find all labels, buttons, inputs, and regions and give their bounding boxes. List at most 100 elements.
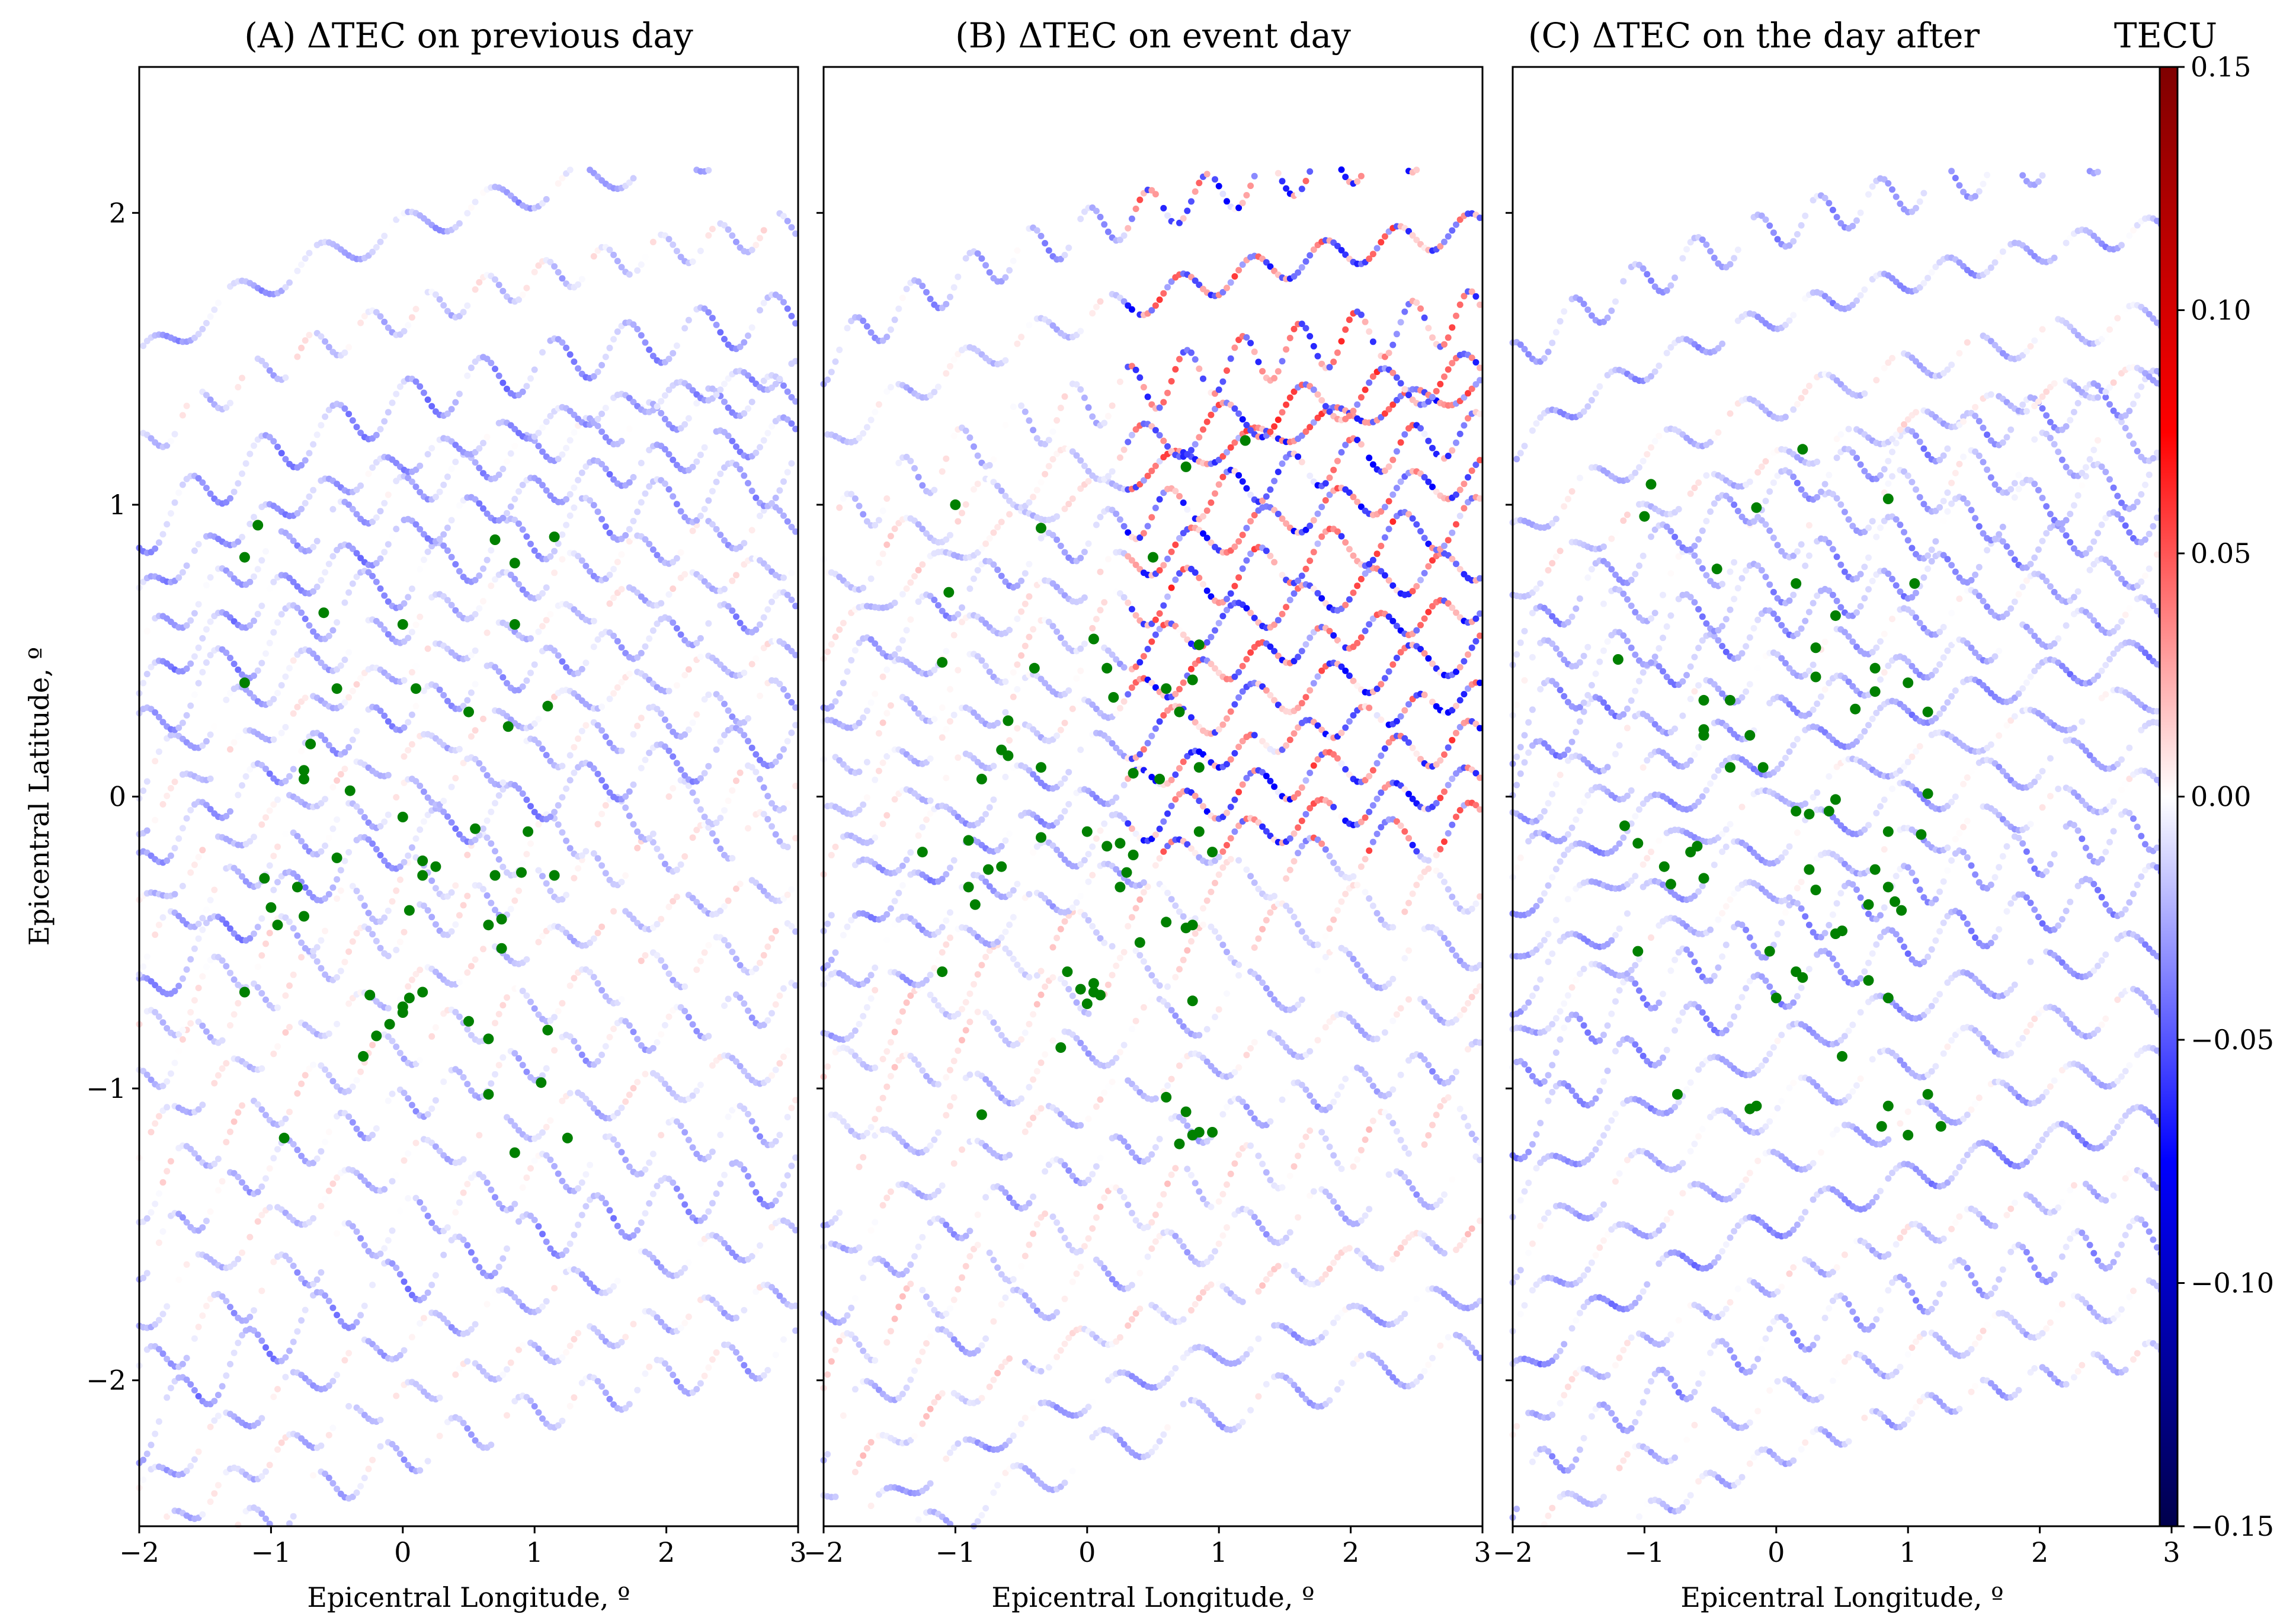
tec-dot bbox=[1259, 1161, 1266, 1167]
tec-dot bbox=[488, 360, 495, 367]
station-marker bbox=[523, 826, 534, 837]
tec-dot bbox=[670, 241, 677, 248]
tec-dot bbox=[1286, 1229, 1293, 1236]
tec-dot bbox=[203, 1028, 210, 1035]
tec-dot bbox=[725, 1113, 732, 1120]
tec-dot bbox=[511, 495, 518, 502]
tec-dot bbox=[504, 994, 510, 1001]
tec-dot bbox=[1120, 1194, 1128, 1201]
tec-dot bbox=[598, 811, 606, 818]
tec-dot bbox=[575, 476, 582, 483]
tec-dot bbox=[721, 903, 728, 910]
tec-dot bbox=[1302, 1086, 1309, 1093]
tec-dot bbox=[1164, 889, 1171, 896]
tec-dot bbox=[325, 1030, 332, 1037]
tec-dot bbox=[788, 569, 795, 576]
tec-dot bbox=[618, 438, 625, 444]
tec-dot bbox=[899, 1008, 906, 1015]
tec-dot bbox=[369, 1282, 376, 1289]
tec-dot bbox=[270, 1258, 277, 1266]
tec-dot bbox=[1093, 1214, 1100, 1221]
tec-dot bbox=[693, 711, 700, 718]
tec-dot bbox=[191, 547, 198, 554]
tec-dot bbox=[254, 1189, 261, 1196]
tec-dot bbox=[594, 855, 601, 862]
tec-dot bbox=[199, 973, 206, 980]
tec-dot bbox=[1397, 1071, 1404, 1078]
tec-dot bbox=[646, 540, 653, 547]
tec-dot bbox=[630, 518, 637, 524]
tec-dot bbox=[559, 794, 566, 801]
tec-dot bbox=[389, 399, 396, 406]
tec-dot bbox=[417, 966, 424, 973]
tec-dot bbox=[456, 1013, 463, 1020]
tec-dot bbox=[1172, 1165, 1179, 1172]
tec-dot bbox=[555, 269, 562, 276]
tec-dot bbox=[1042, 1210, 1049, 1217]
tec-dot bbox=[254, 667, 261, 674]
tec-dot bbox=[480, 1308, 486, 1315]
tec-dot bbox=[1330, 859, 1337, 866]
tec-dot bbox=[298, 261, 305, 268]
tec-dot bbox=[334, 1230, 341, 1237]
tec-dot bbox=[278, 450, 285, 457]
tec-dot bbox=[867, 1124, 875, 1130]
tec-dot bbox=[535, 1346, 542, 1352]
tec-dot bbox=[310, 486, 317, 494]
tec-dot bbox=[1445, 1334, 1452, 1341]
tec-dot bbox=[444, 547, 451, 554]
tec-dot bbox=[1109, 1078, 1116, 1085]
tec-dot bbox=[385, 907, 392, 914]
tec-dot bbox=[507, 905, 514, 912]
tec-dot bbox=[274, 879, 281, 886]
tec-dot bbox=[472, 1257, 479, 1264]
tec-dot bbox=[396, 383, 404, 390]
tec-dot bbox=[152, 1430, 159, 1437]
tec-dot bbox=[673, 248, 680, 255]
tec-dot bbox=[207, 618, 214, 625]
tec-dot bbox=[187, 660, 194, 667]
tec-dot bbox=[251, 672, 257, 679]
tec-dot bbox=[654, 845, 661, 853]
tec-dot bbox=[582, 848, 590, 855]
tec-dot bbox=[634, 1036, 641, 1043]
tec-dot bbox=[764, 1017, 771, 1024]
tec-dot bbox=[511, 1050, 518, 1057]
tec-dot bbox=[389, 1178, 396, 1185]
tec-dot bbox=[602, 783, 609, 790]
tec-dot bbox=[199, 1224, 206, 1231]
tec-dot bbox=[974, 1241, 981, 1248]
tec-dot bbox=[143, 1215, 150, 1222]
tec-dot bbox=[1247, 873, 1254, 880]
tec-dot bbox=[602, 1200, 609, 1207]
tec-dot bbox=[539, 424, 546, 431]
tec-dot bbox=[571, 1394, 578, 1401]
tec-dot bbox=[436, 296, 443, 303]
tec-dot bbox=[1188, 1307, 1195, 1314]
tec-dot bbox=[448, 406, 455, 413]
tec-dot bbox=[436, 686, 443, 693]
tec-dot bbox=[195, 1155, 202, 1162]
tec-dot bbox=[353, 1228, 360, 1235]
tec-dot bbox=[649, 1190, 657, 1197]
tec-dot bbox=[1322, 1330, 1329, 1337]
tec-dot bbox=[270, 1394, 277, 1401]
tec-dot bbox=[155, 539, 162, 546]
tec-dot bbox=[733, 777, 739, 784]
tec-dot bbox=[432, 885, 439, 892]
tec-dot bbox=[697, 1380, 704, 1387]
tec-dot bbox=[282, 673, 289, 680]
tec-dot bbox=[424, 548, 431, 555]
tec-dot bbox=[1196, 1188, 1203, 1195]
tec-dot bbox=[748, 527, 755, 534]
tec-dot bbox=[432, 921, 439, 928]
tec-dot bbox=[1184, 1122, 1191, 1129]
tec-dot bbox=[499, 1255, 507, 1262]
tec-dot bbox=[258, 1106, 265, 1113]
tec-dot bbox=[772, 1287, 779, 1295]
tec-dot bbox=[278, 682, 285, 689]
tec-dot bbox=[203, 963, 210, 970]
tec-dot bbox=[994, 1482, 1001, 1489]
tec-dot bbox=[661, 415, 668, 422]
tec-dot bbox=[1168, 1370, 1175, 1377]
